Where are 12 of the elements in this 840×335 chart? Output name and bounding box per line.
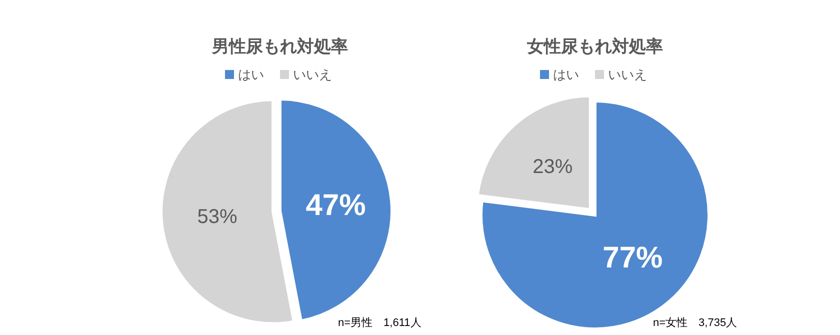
data-label: 77% <box>602 241 663 274</box>
legend-label: はい <box>238 67 264 82</box>
legend-label: いいえ <box>293 67 332 82</box>
legend-label: いいえ <box>608 67 647 82</box>
legend-label: はい <box>553 67 579 82</box>
data-label: 47% <box>306 189 366 222</box>
chart-title: 男性尿もれ対処率 <box>211 37 348 56</box>
data-label: 23% <box>532 156 573 178</box>
text: n=女性 3,735人 <box>653 317 738 329</box>
chart-title: 女性尿もれ対処率 <box>526 37 663 56</box>
data-label: 53% <box>197 206 238 228</box>
text: n=男性 1,611人 <box>338 317 422 329</box>
